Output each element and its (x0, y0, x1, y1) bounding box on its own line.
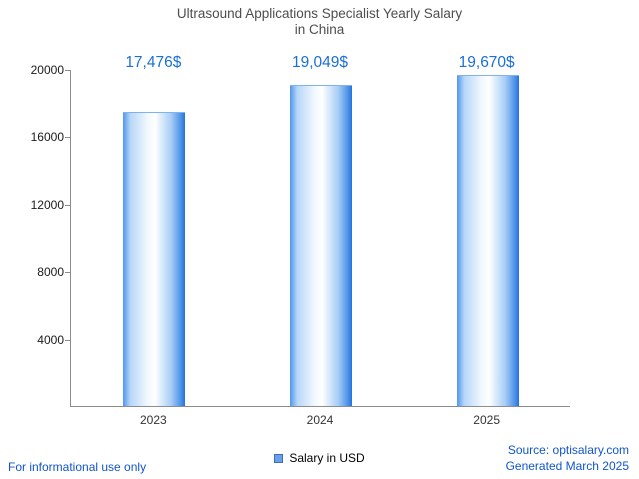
y-axis-tick-label: 8000 (37, 265, 64, 280)
legend-swatch-icon (274, 453, 284, 463)
bar-2025 (456, 74, 519, 406)
x-axis-label-2023: 2023 (139, 413, 167, 427)
generated-text: Generated March 2025 (505, 459, 629, 473)
y-axis-tick-label: 20000 (30, 63, 64, 77)
y-axis-tick-label: 4000 (37, 332, 64, 347)
disclaimer-text: For informational use only (8, 460, 147, 474)
y-axis-tick-mark (65, 272, 70, 274)
y-axis-tick-mark (65, 339, 70, 341)
bar-value-label-2023: 17,476$ (125, 54, 182, 71)
y-axis-tick-label: 12000 (30, 197, 64, 212)
chart-title: Ultrasound Applications Specialist Yearl… (0, 6, 639, 38)
chart-title-line2: in China (294, 22, 345, 37)
source-text: Source: optisalary.com (507, 443, 629, 457)
x-axis-label-2024: 2024 (306, 413, 334, 427)
source-info: Source: optisalary.com Generated March 2… (506, 442, 629, 474)
bar-2024 (290, 85, 352, 406)
y-axis-tick-mark (65, 137, 70, 139)
bar-2023 (123, 111, 186, 406)
bar-value-label-2024: 19,049$ (291, 54, 349, 71)
plot-area (70, 70, 570, 407)
x-axis-label-2025: 2025 (473, 413, 500, 427)
chart-title-line1: Ultrasound Applications Specialist Yearl… (176, 6, 463, 21)
bar-value-label-2025: 19,670$ (458, 54, 515, 71)
y-axis-tick-label: 16000 (30, 130, 64, 145)
legend: Salary in USD (0, 451, 639, 465)
y-axis-tick-mark (65, 204, 70, 206)
y-axis-tick-mark (65, 70, 70, 71)
legend-label: Salary in USD (289, 451, 365, 465)
